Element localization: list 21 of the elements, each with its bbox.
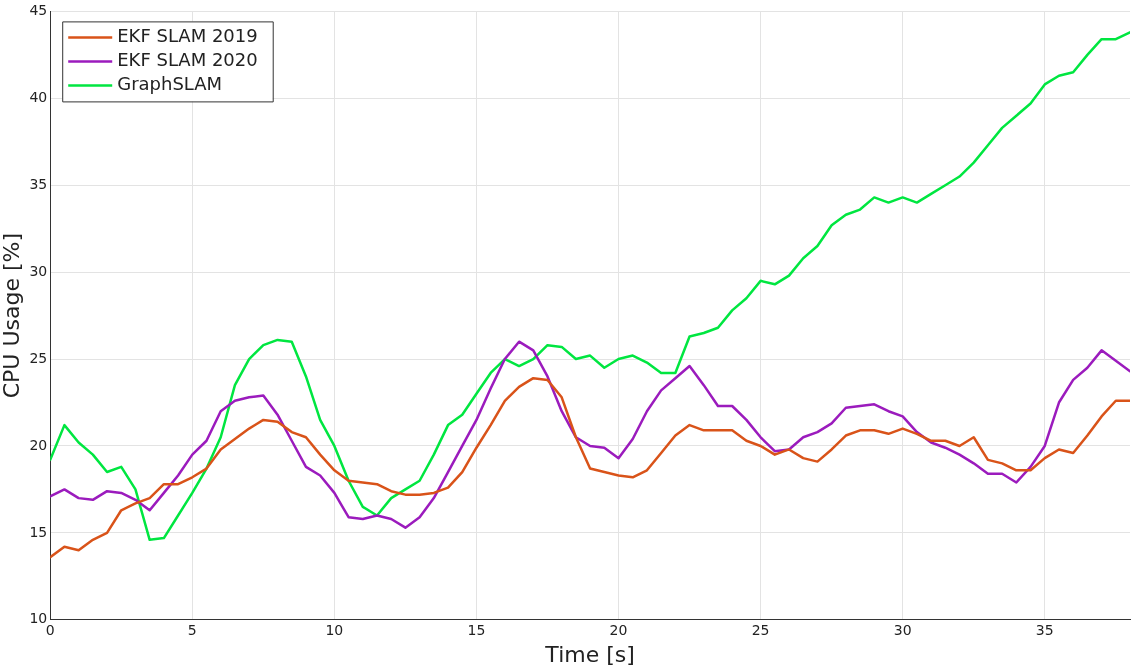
- x-tick-label: 20: [609, 621, 628, 638]
- y-tick-label: 15: [29, 523, 48, 540]
- y-axis-title: CPU Usage [%]: [0, 232, 24, 399]
- x-tick-label: 5: [187, 621, 197, 638]
- x-tick-label: 15: [467, 621, 486, 638]
- legend-label: EKF SLAM 2019: [117, 25, 258, 47]
- y-tick-label: 45: [29, 2, 48, 19]
- y-tick-label: 30: [29, 262, 48, 279]
- x-tick-label: 35: [1035, 621, 1054, 638]
- y-tick-label: 20: [29, 436, 48, 453]
- x-tick-label: 30: [893, 621, 912, 638]
- x-axis-title: Time [s]: [544, 641, 635, 667]
- x-tick-label: 10: [325, 621, 344, 638]
- legend-label: GraphSLAM: [117, 73, 223, 95]
- y-tick-label: 25: [29, 349, 48, 366]
- y-tick-label: 35: [29, 175, 48, 192]
- x-tick-label: 0: [45, 621, 55, 638]
- y-tick-label: 10: [29, 610, 48, 627]
- y-tick-label: 40: [29, 88, 48, 105]
- x-tick-label: 25: [751, 621, 770, 638]
- legend-label: EKF SLAM 2020: [117, 49, 258, 71]
